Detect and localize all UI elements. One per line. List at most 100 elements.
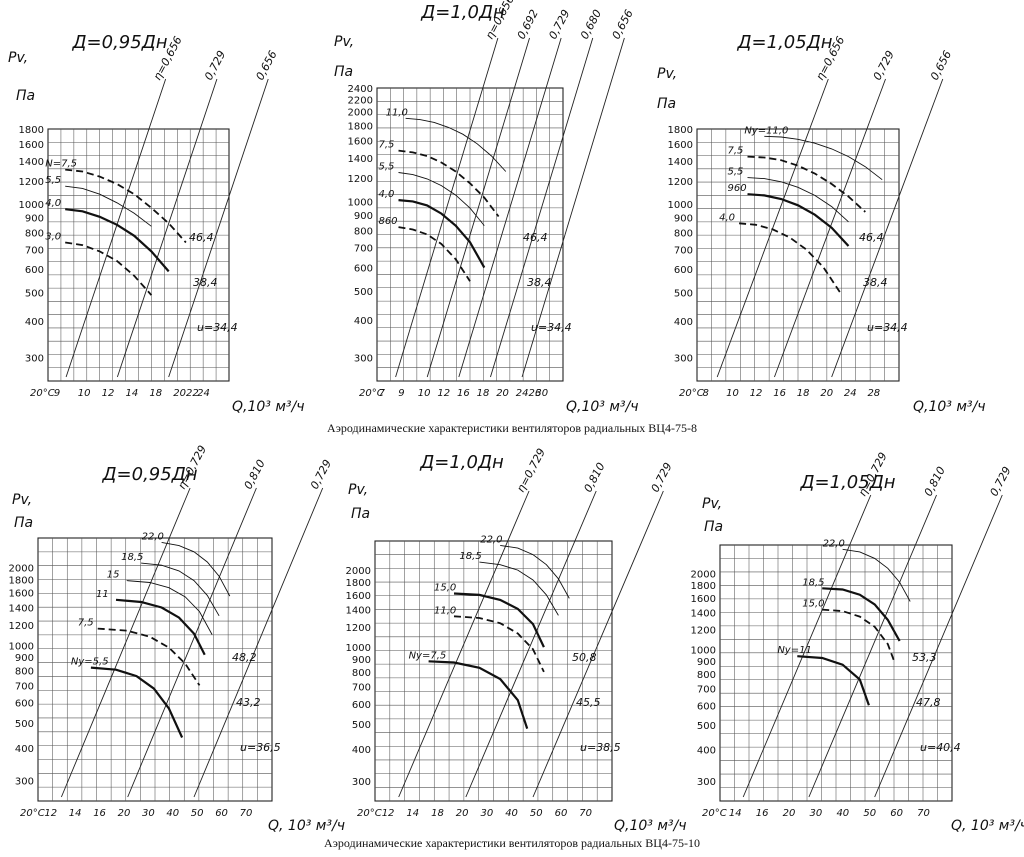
annotation-label: 38,4 <box>193 276 218 289</box>
performance-curve <box>842 548 911 602</box>
performance-curve <box>97 627 201 686</box>
y-tick-label: 300 <box>352 777 371 788</box>
x-tick-label: 24 <box>197 388 210 399</box>
performance-curve <box>65 208 170 273</box>
efficiency-line <box>774 78 886 378</box>
performance-curve <box>822 587 901 642</box>
y-tick-label: 500 <box>697 721 716 732</box>
curve-label: 4,0 <box>719 212 735 223</box>
x-tick-label: 10 <box>78 388 91 399</box>
annotation-label: 43,2 <box>236 696 261 709</box>
efficiency-label: 0,692 <box>515 7 541 41</box>
y-tick-label: 600 <box>354 264 373 275</box>
y-tick-label: 1400 <box>19 157 44 168</box>
caption-vc4-75-8: Аэродинамические характеристики вентилят… <box>327 421 697 435</box>
x-tick-label: 9 <box>54 388 60 399</box>
x-tick-label: 24 <box>844 388 857 399</box>
y-tick-label: 1000 <box>691 645 716 656</box>
efficiency-line <box>808 494 937 798</box>
curve-label: N=7,5 <box>45 159 77 170</box>
y-tick-label: 600 <box>25 265 44 276</box>
x-tick-label: 8 <box>703 388 709 399</box>
x-axis-label: Q,10³ м³/ч <box>566 399 639 415</box>
x-tick-label: 16 <box>773 388 786 399</box>
efficiency-line <box>116 78 218 378</box>
y-tick-label: 400 <box>15 744 34 755</box>
y-axis-label: Pv, <box>348 482 368 498</box>
y-tick-label: 2000 <box>9 563 34 574</box>
performance-curve <box>479 561 559 616</box>
performance-curve <box>398 199 486 269</box>
x-tick-label: 12 <box>382 808 395 819</box>
y-tick-label: 1200 <box>668 177 693 188</box>
y-tick-label: 1800 <box>348 121 373 132</box>
y-tick-label: 1200 <box>19 177 44 188</box>
y-tick-label: 600 <box>697 701 716 712</box>
y-tick-label: 1000 <box>9 641 34 652</box>
curve-label: 11,0 <box>434 605 456 616</box>
y-tick-label: 1800 <box>668 125 693 136</box>
performance-curve <box>405 117 507 172</box>
x-tick-label: 9 <box>398 388 404 399</box>
y-tick-label: 1600 <box>348 137 373 148</box>
performance-curve <box>398 149 500 218</box>
efficiency-label: 0,656 <box>928 48 954 82</box>
curve-label: Ny=11,0 <box>744 125 788 136</box>
y-tick-label: 1200 <box>9 621 34 632</box>
y-tick-label: 300 <box>674 354 693 365</box>
y-tick-label: 500 <box>354 287 373 298</box>
y-tick-label: 1000 <box>19 200 44 211</box>
y-tick-label: 900 <box>352 655 371 666</box>
x-tick-label: 14 <box>406 808 419 819</box>
y-tick-label: 900 <box>25 213 44 224</box>
y-axis-unit: Па <box>16 88 35 104</box>
x-tick-label: 50 <box>530 808 543 819</box>
x-tick-label: 14 <box>69 808 82 819</box>
x-tick-label: 30 <box>481 808 494 819</box>
efficiency-label: 0,729 <box>202 48 228 82</box>
x-tick-label: 2022 <box>173 388 198 399</box>
y-tick-label: 400 <box>674 317 693 328</box>
performance-curve <box>453 592 545 648</box>
x-axis-label: Q,10³ м³/ч <box>232 399 305 415</box>
efficiency-label: 0,656 <box>610 7 636 41</box>
efficiency-line <box>742 494 872 798</box>
x-axis-label: Q, 10³ м³/ч <box>268 818 345 834</box>
curve-label: 4,0 <box>45 198 61 209</box>
efficiency-line <box>831 78 944 378</box>
y-axis-label: Pv, <box>8 50 28 66</box>
annotation-label: 46,4 <box>523 231 548 244</box>
performance-curve <box>747 177 849 223</box>
x-tick-label: 20 <box>118 808 131 819</box>
y-tick-label: 700 <box>697 684 716 695</box>
performance-curve <box>65 168 187 244</box>
x-tick-label: 7 <box>379 388 386 399</box>
y-tick-label: 800 <box>354 226 373 237</box>
efficiency-line <box>490 37 594 378</box>
x-tick-label: 60 <box>215 808 228 819</box>
efficiency-line <box>874 494 1003 798</box>
x-tick-label: 50 <box>191 808 204 819</box>
y-tick-label: 1200 <box>348 174 373 185</box>
x-tick-label: 20°C <box>702 808 727 819</box>
y-tick-label: 2200 <box>348 95 373 106</box>
y-tick-label: 400 <box>25 317 44 328</box>
x-tick-label: 70 <box>240 808 253 819</box>
efficiency-line <box>193 487 324 798</box>
efficiency-line <box>426 37 530 378</box>
x-tick-label: 16 <box>756 808 769 819</box>
y-tick-label: 1400 <box>668 157 693 168</box>
x-tick-label: 30 <box>535 388 548 399</box>
performance-curve <box>115 598 206 656</box>
curve-label: 11,0 <box>386 107 408 118</box>
chart-panel-3: η=0,656 0,729 0,656Ny=11,07,55,59604,046,4… <box>657 32 986 415</box>
x-tick-label: 60 <box>555 808 568 819</box>
y-tick-label: 1800 <box>691 581 716 592</box>
x-tick-label: 20 <box>496 388 509 399</box>
y-tick-label: 1000 <box>668 200 693 211</box>
x-axis-label: Q, 10³ м³/ч <box>951 818 1024 834</box>
x-tick-label: 20°C <box>30 388 55 399</box>
performance-curve <box>126 580 213 635</box>
curve-label: 7,5 <box>378 140 394 151</box>
